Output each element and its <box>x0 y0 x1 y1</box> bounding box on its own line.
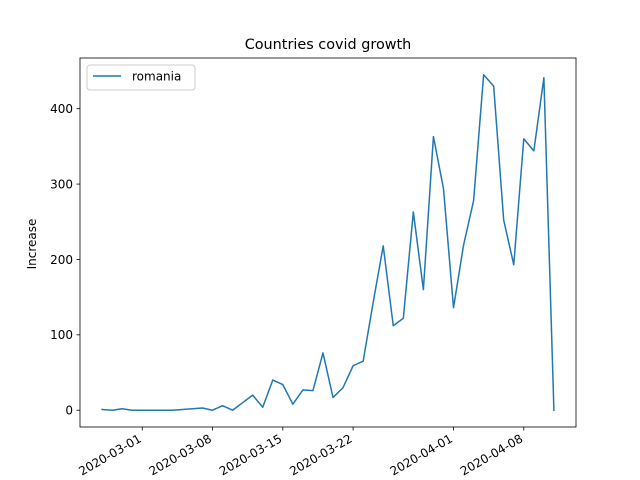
y-tick-label: 100 <box>50 328 73 342</box>
legend-label-romania: romania <box>132 70 181 84</box>
y-tick-label: 400 <box>50 102 73 116</box>
y-tick-label: 0 <box>65 404 73 418</box>
y-tick-label: 200 <box>50 253 73 267</box>
y-axis-label: Increase <box>25 219 39 270</box>
y-tick-label: 300 <box>50 177 73 191</box>
legend-box <box>86 64 196 91</box>
series-line-romania <box>101 74 555 412</box>
chart-title: Countries covid growth <box>245 37 412 53</box>
axes-frame <box>79 57 577 428</box>
